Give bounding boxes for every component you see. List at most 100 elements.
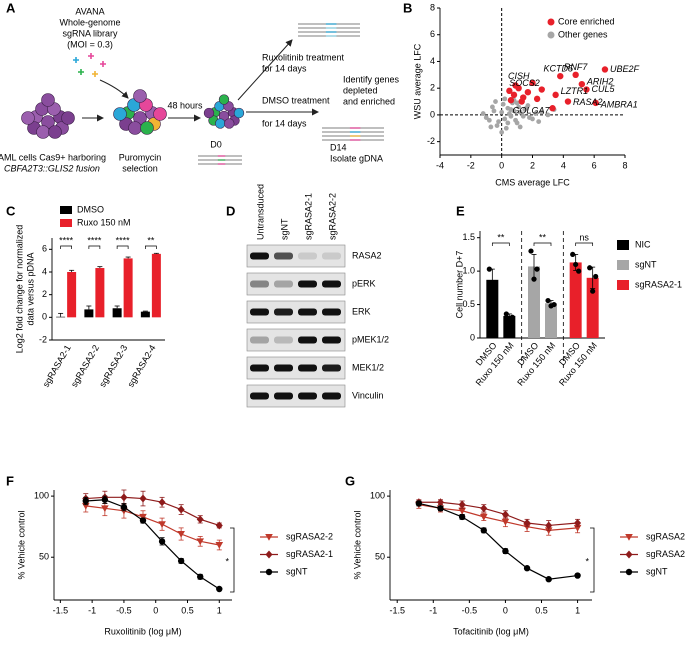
cell	[21, 111, 35, 125]
row-label: pERK	[352, 278, 376, 288]
data-point	[587, 265, 593, 271]
x-tick-label: 0	[503, 605, 508, 615]
lane-label: Untransduced	[255, 184, 265, 240]
point	[512, 82, 519, 89]
legend-label: sgNT	[646, 566, 668, 576]
x-tick-label: 0	[153, 605, 158, 615]
marker	[415, 500, 423, 507]
x-tick-label: sgRASA2-1	[41, 343, 73, 389]
data-point	[534, 266, 540, 272]
marker	[158, 538, 166, 545]
significance-bracket	[60, 245, 72, 249]
band	[250, 336, 269, 344]
legend-marker	[547, 18, 555, 26]
marker	[120, 503, 128, 511]
y-tick-label: 2	[42, 289, 47, 299]
x-tick-label: 0.5	[181, 605, 194, 615]
x-tick-label: -4	[436, 160, 444, 170]
legend-label: sgRASA2-2	[646, 531, 685, 541]
row-label: pMEK1/2	[352, 334, 389, 344]
legend-label: sgNT	[635, 259, 657, 269]
x-tick-label: 6	[592, 160, 597, 170]
bar	[586, 277, 599, 338]
band	[274, 392, 293, 400]
legend-marker	[265, 534, 273, 541]
point	[493, 99, 498, 104]
cell	[224, 118, 235, 129]
row-label: Vinculin	[352, 390, 383, 400]
data-point	[590, 288, 596, 294]
marker	[120, 493, 128, 502]
panel-label: E	[456, 203, 465, 218]
marker	[82, 497, 89, 505]
x-axis-label: Ruxolitinib (log μM)	[104, 626, 181, 636]
significance-bracket	[575, 242, 594, 246]
y-tick-label: 50	[375, 552, 385, 562]
y-tick-label: 0	[470, 332, 475, 342]
diagram-text: Ruxolitinib treatment	[262, 52, 345, 62]
x-tick-label: -0.5	[462, 605, 478, 615]
band	[250, 364, 269, 372]
significance-bracket	[116, 245, 129, 249]
legend-label: sgRASA2-1	[646, 549, 685, 559]
x-tick-label: sgRASA2-2	[69, 343, 101, 389]
marker	[502, 547, 509, 555]
diagram-text: Whole-genome	[59, 17, 120, 27]
x-tick-label: -2	[467, 160, 475, 170]
marker	[574, 519, 582, 527]
band	[250, 252, 269, 260]
marker	[523, 565, 531, 572]
point	[518, 98, 525, 105]
diagram-text: depleted	[343, 85, 378, 95]
significance-label: ns	[579, 232, 589, 242]
point	[564, 98, 572, 105]
point	[578, 80, 586, 88]
bar	[95, 268, 105, 318]
point	[494, 123, 500, 128]
point	[508, 107, 514, 112]
series-line	[418, 501, 578, 527]
marker	[545, 521, 553, 530]
marker	[177, 505, 185, 514]
x-tick-label: -1	[88, 605, 96, 615]
data-point	[593, 273, 599, 280]
marker	[197, 573, 204, 580]
point	[507, 97, 515, 104]
marker	[545, 576, 552, 583]
band	[322, 252, 341, 260]
x-tick-label: -1	[429, 605, 437, 615]
legend-label: sgRASA2-2	[286, 531, 333, 541]
significance-label: ****	[87, 235, 102, 245]
bar	[569, 262, 582, 338]
point	[502, 96, 508, 102]
blot-row	[246, 244, 346, 268]
point	[488, 124, 494, 130]
x-tick-label: 0	[499, 160, 504, 170]
significance-bracket	[533, 242, 552, 246]
lane-label: sgRASA2-1	[303, 193, 313, 240]
blot-row	[246, 328, 346, 352]
cell	[48, 125, 62, 139]
diagram-text: D14	[330, 142, 347, 152]
significance-bracket	[491, 242, 510, 246]
band	[274, 252, 293, 260]
marker	[479, 513, 488, 521]
marker	[480, 504, 488, 513]
bar	[140, 311, 150, 318]
y-axis-label: % Vehicle control	[16, 510, 26, 579]
bar	[123, 258, 133, 318]
bar	[486, 279, 499, 338]
cell	[128, 121, 142, 135]
x-axis-label: CMS average LFC	[495, 177, 570, 187]
y-tick-label: 0	[430, 109, 435, 119]
point	[517, 124, 523, 130]
marker	[139, 517, 147, 524]
data-point	[576, 268, 582, 274]
significance-bracket	[590, 527, 595, 593]
band	[274, 364, 293, 372]
point-label: RNF7	[564, 62, 588, 72]
point	[502, 116, 508, 122]
marker	[458, 513, 466, 521]
x-tick-label: 1	[575, 605, 580, 615]
marker	[177, 531, 185, 538]
